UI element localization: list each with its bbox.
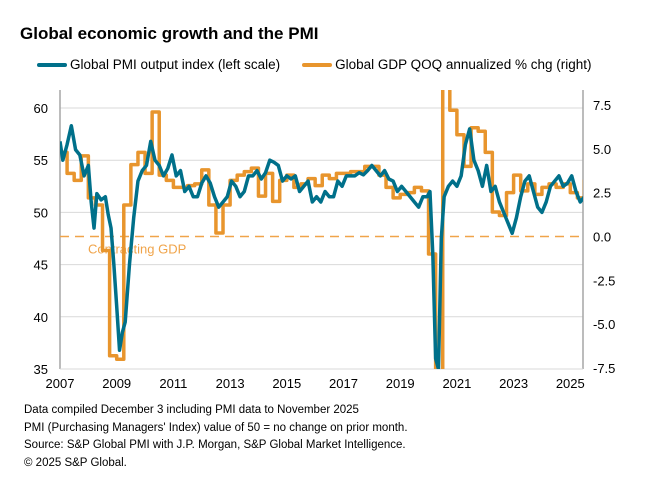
note-copyright: © 2025 S&P Global. xyxy=(24,456,127,469)
chart-plot: 35 40 45 50 55 60 -7.5 -5.0 -2.5 0.0 2.5 5.0 7.5 2007… xyxy=(34,90,615,391)
y-tick-right: 5.0 xyxy=(593,142,611,157)
chart-title: Global economic growth and the PMI xyxy=(20,24,319,43)
y-tick-left: 35 xyxy=(34,362,48,377)
y-tick-right: -5.0 xyxy=(593,317,615,332)
note-data-compiled: Data compiled December 3 including PMI d… xyxy=(24,404,359,416)
x-tick: 2025 xyxy=(556,376,585,391)
series-line-pmi xyxy=(60,123,583,369)
legend-item-gdp: Global GDP QOQ annualized % chg (right) xyxy=(302,57,591,72)
y-tick-left: 50 xyxy=(34,205,48,220)
y-tick-right: 0.0 xyxy=(593,230,611,245)
y-tick-left: 60 xyxy=(34,101,48,116)
x-tick: 2019 xyxy=(386,376,415,391)
chart-legend: Global PMI output index (left scale) Glo… xyxy=(37,57,613,72)
x-tick: 2013 xyxy=(216,376,245,391)
legend-item-pmi: Global PMI output index (left scale) xyxy=(37,57,280,72)
x-tick: 2023 xyxy=(499,376,528,391)
y-tick-right: 7.5 xyxy=(593,98,611,113)
y-tick-right: -7.5 xyxy=(593,361,615,376)
y-tick-left: 40 xyxy=(34,310,48,325)
note-source: Source: S&P Global PMI with J.P. Morgan,… xyxy=(24,439,406,451)
x-tick: 2007 xyxy=(46,376,75,391)
x-tick: 2017 xyxy=(329,376,358,391)
x-tick: 2009 xyxy=(102,376,131,391)
x-tick: 2011 xyxy=(159,376,187,391)
y-tick-left: 55 xyxy=(34,153,48,168)
chart-notes: Data compiled December 3 including PMI d… xyxy=(24,402,408,472)
note-pmi-definition: PMI (Purchasing Managers' Index) value o… xyxy=(24,421,408,434)
legend-label-pmi: Global PMI output index (left scale) xyxy=(70,57,281,72)
x-tick: 2021 xyxy=(442,376,471,391)
y-tick-left: 45 xyxy=(34,258,48,273)
y-tick-right: -2.5 xyxy=(593,273,615,288)
y-tick-right: 2.5 xyxy=(593,186,611,201)
legend-swatch-pmi xyxy=(37,62,67,67)
series-line-gdp xyxy=(60,90,583,369)
x-tick: 2015 xyxy=(272,376,301,391)
legend-swatch-gdp xyxy=(302,62,333,67)
legend-label-gdp: Global GDP QOQ annualized % chg (right) xyxy=(335,57,592,72)
